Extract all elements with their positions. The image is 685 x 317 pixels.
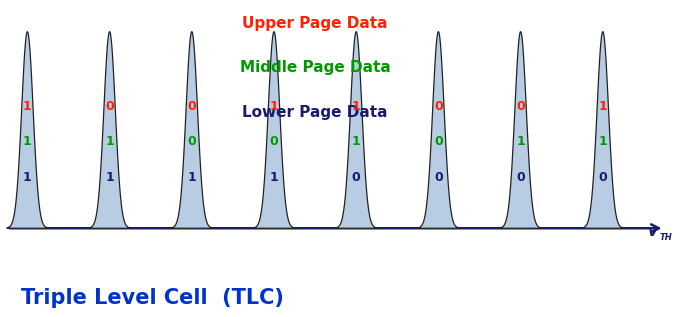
- Text: 1: 1: [599, 100, 607, 113]
- Text: 0: 0: [352, 171, 360, 184]
- Text: 1: 1: [23, 100, 32, 113]
- Text: 1: 1: [599, 135, 607, 148]
- Text: 0: 0: [188, 100, 196, 113]
- Text: 0: 0: [270, 135, 278, 148]
- Text: TH: TH: [660, 233, 673, 242]
- Text: 0: 0: [434, 135, 443, 148]
- Polygon shape: [500, 32, 541, 228]
- Text: 1: 1: [270, 171, 278, 184]
- Text: Middle Page Data: Middle Page Data: [240, 60, 390, 75]
- Text: 1: 1: [105, 171, 114, 184]
- Text: 0: 0: [434, 171, 443, 184]
- Text: 1: 1: [23, 171, 32, 184]
- Text: Lower Page Data: Lower Page Data: [242, 105, 388, 120]
- Text: 1: 1: [352, 135, 360, 148]
- Text: 0: 0: [188, 135, 196, 148]
- Text: 0: 0: [105, 100, 114, 113]
- Polygon shape: [171, 32, 212, 228]
- Text: 1: 1: [516, 135, 525, 148]
- Text: 0: 0: [434, 100, 443, 113]
- Text: 1: 1: [105, 135, 114, 148]
- Text: V: V: [647, 226, 657, 240]
- Text: Triple Level Cell  (TLC): Triple Level Cell (TLC): [21, 288, 284, 308]
- Polygon shape: [336, 32, 377, 228]
- Text: 0: 0: [516, 171, 525, 184]
- Polygon shape: [418, 32, 459, 228]
- Text: 1: 1: [188, 171, 196, 184]
- Text: 0: 0: [516, 100, 525, 113]
- Text: 1: 1: [352, 100, 360, 113]
- Text: 0: 0: [599, 171, 607, 184]
- Polygon shape: [582, 32, 623, 228]
- Text: 1: 1: [270, 100, 278, 113]
- Text: Upper Page Data: Upper Page Data: [242, 16, 388, 31]
- Polygon shape: [7, 32, 48, 228]
- Polygon shape: [253, 32, 295, 228]
- Text: 1: 1: [23, 135, 32, 148]
- Polygon shape: [89, 32, 130, 228]
